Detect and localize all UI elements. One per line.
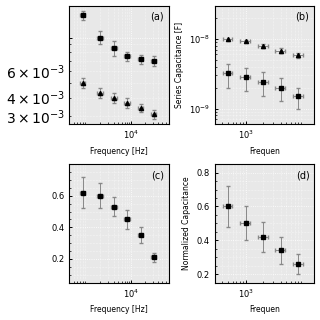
X-axis label: Frequen: Frequen bbox=[249, 147, 280, 156]
X-axis label: Frequency [Hz]: Frequency [Hz] bbox=[90, 306, 148, 315]
X-axis label: Frequency [Hz]: Frequency [Hz] bbox=[90, 147, 148, 156]
Text: (a): (a) bbox=[150, 12, 164, 21]
Y-axis label: Series Capacitance [F]: Series Capacitance [F] bbox=[174, 22, 184, 108]
X-axis label: Frequen: Frequen bbox=[249, 306, 280, 315]
Text: (b): (b) bbox=[296, 12, 309, 21]
Text: (d): (d) bbox=[296, 170, 309, 180]
Text: (c): (c) bbox=[151, 170, 164, 180]
Y-axis label: Normalized Capacitance: Normalized Capacitance bbox=[182, 177, 191, 270]
